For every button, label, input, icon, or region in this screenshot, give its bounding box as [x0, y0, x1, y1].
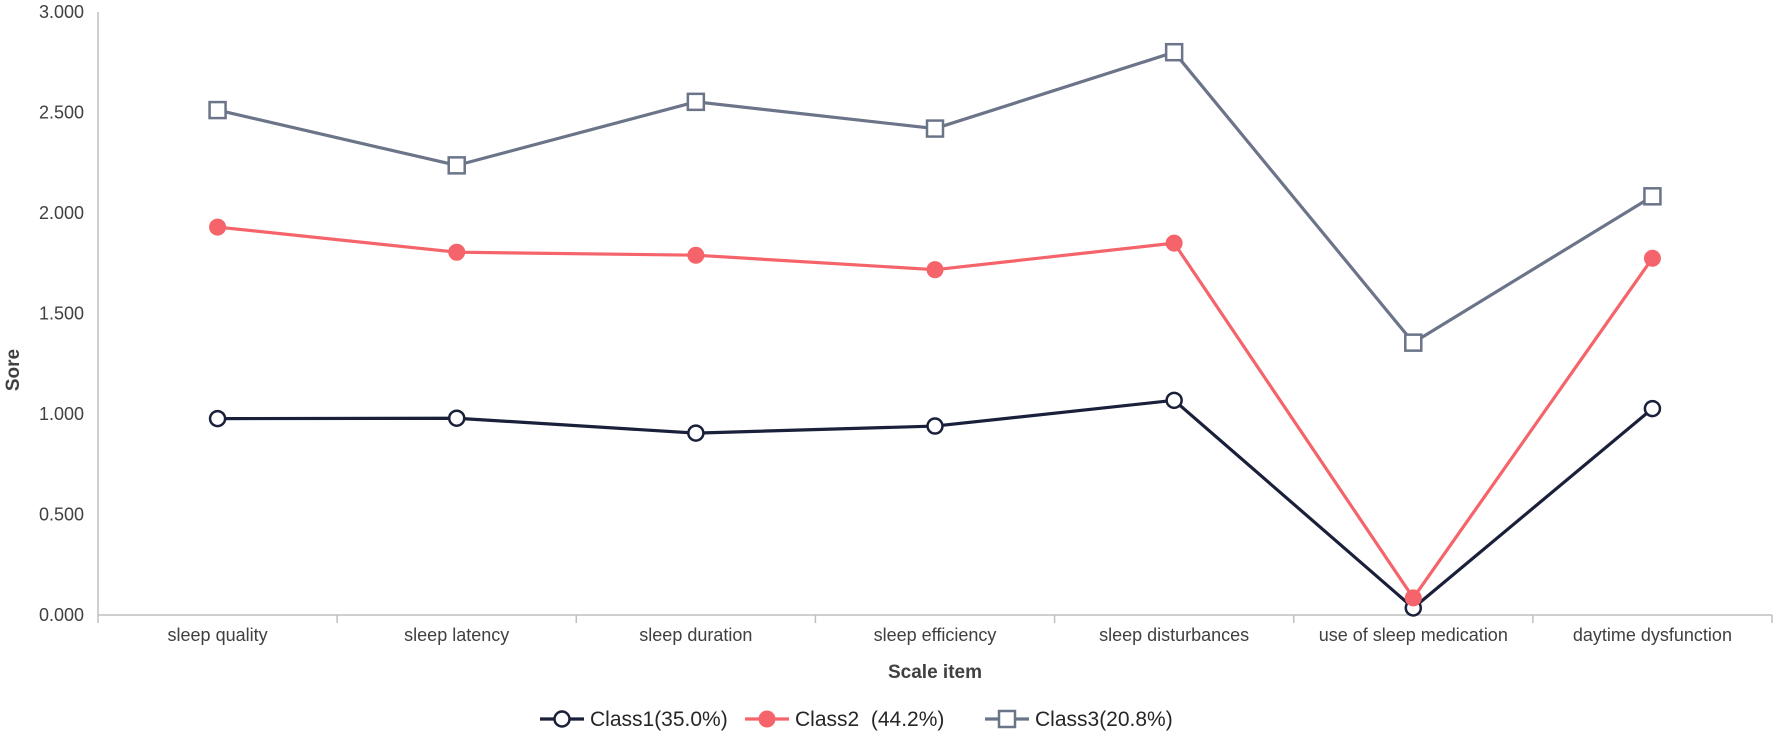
legend-label: Class3(20.8%) — [1035, 708, 1173, 731]
data-point — [926, 417, 944, 435]
y-tick-label: 3.000 — [39, 2, 84, 22]
data-point — [209, 218, 227, 236]
legend-item: Class2 (44.2%) — [745, 708, 944, 731]
x-tick-marks — [97, 615, 1773, 623]
x-axis-title: Scale item — [888, 662, 982, 683]
y-tick-label: 2.500 — [39, 103, 84, 123]
series-1 — [208, 391, 1662, 617]
data-point — [687, 424, 705, 442]
data-point — [1164, 42, 1184, 62]
data-point — [1643, 249, 1661, 267]
data-point — [926, 261, 944, 279]
data-point — [208, 100, 227, 120]
x-tick-label: sleep efficiency — [874, 625, 997, 645]
data-point — [1404, 333, 1423, 352]
series-line — [217, 225, 1654, 600]
x-tick-label: sleep disturbances — [1099, 625, 1249, 645]
data-point — [1643, 399, 1662, 418]
y-tick-label: 2.000 — [39, 203, 84, 223]
data-point — [1643, 187, 1662, 206]
legend-marker — [553, 710, 571, 728]
series-2 — [209, 218, 1661, 607]
x-tick-label: use of sleep medication — [1319, 625, 1508, 645]
data-point — [686, 92, 706, 112]
x-tick-labels: sleep quality sleep latency sleep duration… — [168, 625, 1732, 645]
data-point — [447, 409, 466, 427]
legend-item: Class3(20.8%) — [985, 708, 1173, 731]
data-point — [447, 156, 466, 175]
y-axis-title: Sore — [3, 349, 24, 391]
x-tick-label: sleep duration — [639, 625, 752, 645]
legend: Class1(35.0%) Class2 (44.2%) Class3(20.8%) — [540, 708, 1173, 731]
data-point — [1165, 234, 1183, 252]
series-group — [208, 42, 1662, 617]
legend-marker — [758, 710, 776, 728]
y-tick-label: 1.500 — [39, 304, 84, 324]
data-point — [925, 119, 945, 138]
y-tick-label: 0.500 — [39, 505, 84, 525]
data-point — [1165, 391, 1183, 410]
legend-marker — [997, 709, 1017, 729]
series-3 — [208, 42, 1662, 352]
series-line — [217, 50, 1654, 345]
axes — [97, 12, 1772, 616]
legend-item: Class1(35.0%) — [540, 708, 728, 731]
data-point — [448, 243, 466, 261]
y-tick-labels: 0.000 0.500 1.000 1.500 2.000 2.500 3.000 — [39, 2, 84, 625]
x-tick-label: sleep latency — [404, 625, 509, 645]
data-point — [208, 409, 227, 428]
data-point — [687, 246, 705, 264]
y-tick-label: 0.000 — [39, 605, 84, 625]
x-tick-label: sleep quality — [168, 625, 268, 645]
legend-label: Class2 (44.2%) — [795, 708, 944, 731]
legend-label: Class1(35.0%) — [590, 708, 728, 731]
x-tick-label: daytime dysfunction — [1573, 625, 1732, 645]
data-point — [1404, 589, 1422, 607]
y-tick-label: 1.000 — [39, 404, 84, 424]
